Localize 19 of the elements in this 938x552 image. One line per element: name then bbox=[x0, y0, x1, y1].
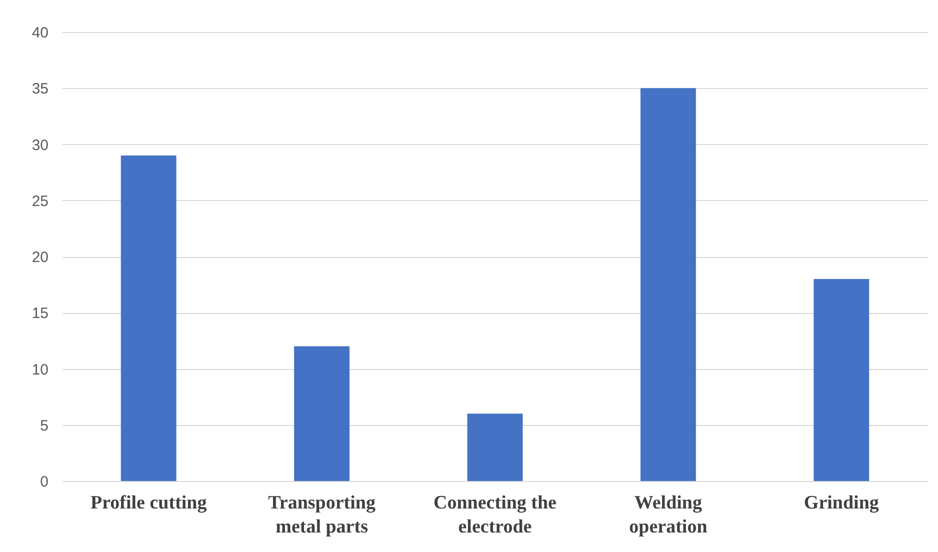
x-tick-label: Welding operation bbox=[629, 492, 708, 538]
x-tick-label: Transporting metal parts bbox=[268, 492, 376, 538]
y-tick-label: 30 bbox=[32, 136, 48, 154]
x-tick-label: Profile cutting bbox=[90, 492, 208, 514]
y-tick-label: 0 bbox=[40, 474, 48, 490]
bar bbox=[467, 414, 523, 481]
y-tick-label: 10 bbox=[32, 361, 48, 378]
bar bbox=[640, 88, 696, 481]
y-tick-label: 25 bbox=[32, 192, 48, 210]
y-tick-label: 20 bbox=[32, 249, 48, 266]
bar bbox=[120, 155, 176, 481]
y-tick-label: 35 bbox=[32, 80, 48, 98]
bar bbox=[294, 346, 350, 481]
x-tick-label: Connecting the electrode bbox=[434, 492, 556, 538]
bar bbox=[814, 278, 870, 481]
x-tick-label: Grinding bbox=[804, 492, 880, 514]
y-tick-label: 15 bbox=[32, 305, 48, 322]
y-tick-label: 40 bbox=[32, 24, 48, 42]
y-tick-label: 5 bbox=[40, 417, 48, 434]
